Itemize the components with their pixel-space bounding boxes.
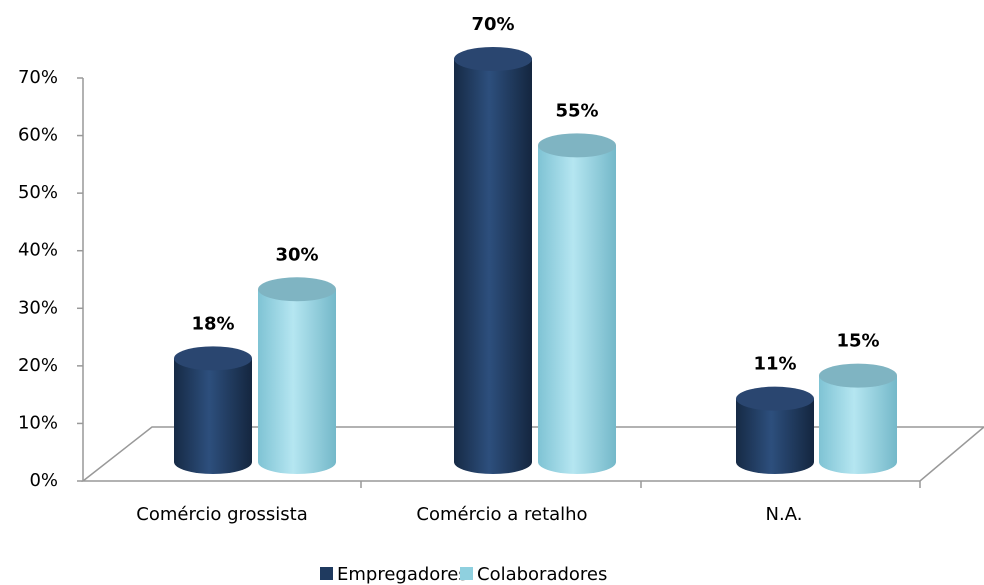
y-tick-label: 50% (18, 182, 58, 203)
bar (736, 386, 814, 474)
data-label: 70% (471, 14, 514, 35)
data-label: 18% (191, 313, 234, 334)
data-label: 15% (836, 331, 879, 352)
legend-swatch (460, 567, 473, 580)
legend-label: Colaboradores (477, 564, 607, 585)
legend-swatch (320, 567, 333, 580)
y-tick-label: 10% (18, 412, 58, 433)
y-tick-label: 60% (18, 125, 58, 146)
y-tick-label: 30% (18, 297, 58, 318)
x-tick-label: Comércio grossista (136, 504, 308, 525)
bar (174, 346, 252, 474)
bar (819, 363, 897, 474)
legend-label: Empregadores (337, 564, 468, 585)
x-tick-label: Comércio a retalho (416, 504, 587, 525)
y-tick-label: 70% (18, 67, 58, 88)
data-label: 30% (275, 244, 318, 265)
y-tick-label: 40% (18, 240, 58, 261)
data-label: 55% (555, 100, 598, 121)
bar (258, 277, 336, 474)
y-tick-label: 20% (18, 355, 58, 376)
y-tick-label: 0% (29, 470, 58, 491)
bar (538, 133, 616, 474)
x-tick-label: N.A. (766, 504, 803, 525)
data-label: 11% (753, 354, 796, 375)
bar (454, 47, 532, 474)
